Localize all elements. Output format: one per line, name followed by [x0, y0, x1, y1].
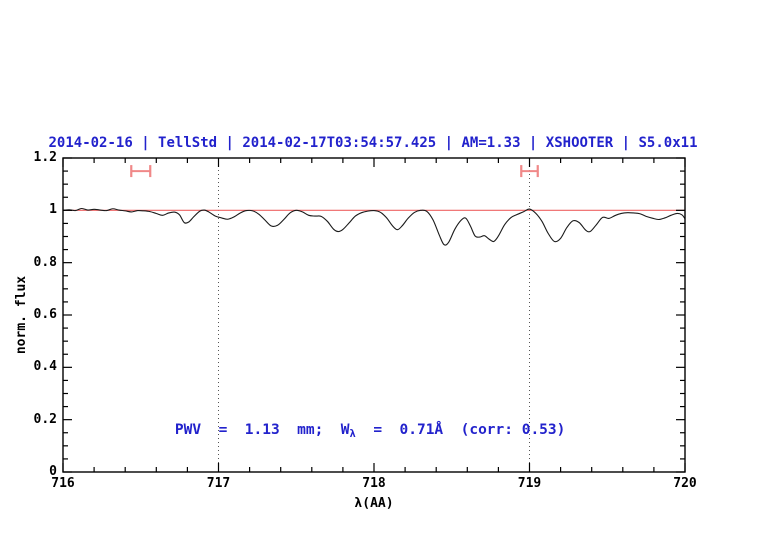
x-tick-label: 718	[362, 476, 386, 491]
x-tick-label: 720	[673, 476, 697, 491]
y-tick-label: 1	[49, 202, 57, 218]
spectrum-curve	[62, 207, 686, 246]
plot-title: 2014-02-16 | TellStd | 2014-02-17T03:54:…	[48, 135, 698, 151]
x-tick-label: 719	[517, 476, 542, 491]
pwv-annotation-lambda-subscript: λ	[349, 428, 356, 440]
y-tick-label: 1.2	[33, 150, 57, 165]
x-axis-label: λ(AA)	[354, 496, 394, 511]
x-tick-label: 716	[51, 476, 75, 491]
y-tick-label: 0.2	[33, 411, 57, 427]
pwv-annotation: PWV = 1.13 mm; Wλ = 0.71Å (corr: 0.53)	[140, 406, 565, 456]
pwv-annotation-suffix: = 0.71Å (corr: 0.53)	[355, 422, 566, 438]
y-tick-label: 0.4	[33, 359, 57, 375]
x-tick-label: 717	[206, 476, 231, 491]
y-tick-label: 0.6	[33, 307, 57, 322]
y-tick-label: 0	[49, 464, 57, 479]
y-tick-label: 0.8	[33, 254, 57, 270]
pwv-annotation-prefix: PWV = 1.13 mm; W	[174, 422, 350, 438]
